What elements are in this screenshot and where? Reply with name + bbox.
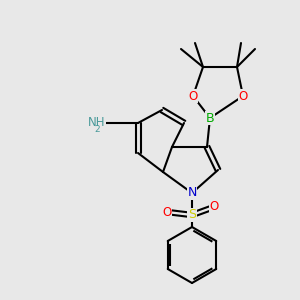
Text: O: O bbox=[162, 206, 172, 218]
Text: O: O bbox=[209, 200, 219, 214]
Text: O: O bbox=[238, 89, 247, 103]
Text: O: O bbox=[188, 89, 198, 103]
Text: 2: 2 bbox=[94, 124, 100, 134]
Text: NH: NH bbox=[88, 116, 105, 130]
Text: S: S bbox=[188, 208, 196, 221]
Text: B: B bbox=[206, 112, 214, 124]
Text: N: N bbox=[187, 187, 197, 200]
